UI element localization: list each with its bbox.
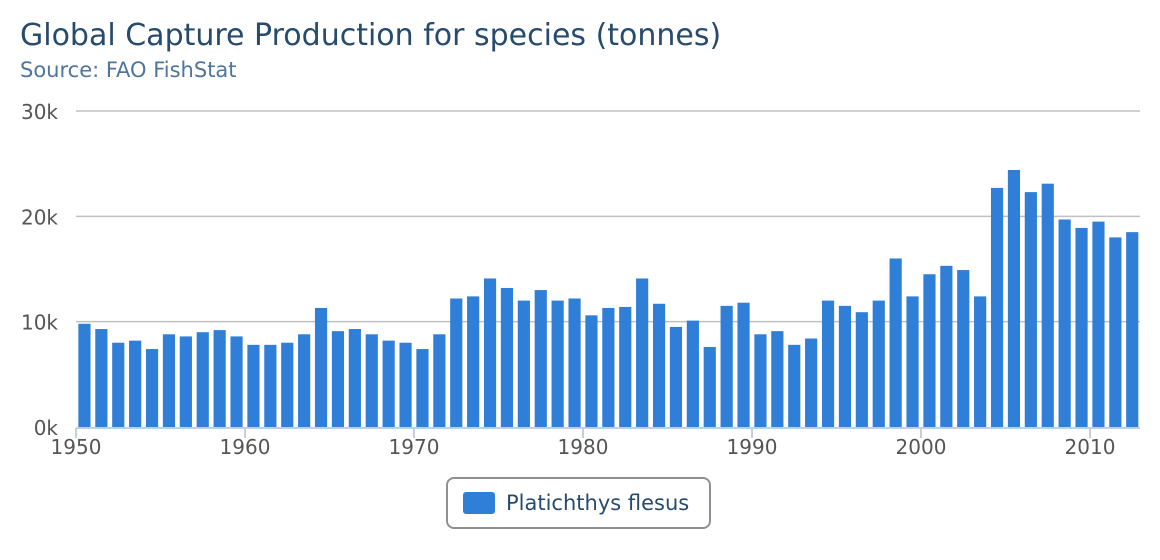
bar xyxy=(264,344,277,427)
y-tick-label: 30k xyxy=(21,100,58,124)
legend-swatch xyxy=(463,492,495,514)
bar xyxy=(652,303,666,427)
x-tick-label: 1970 xyxy=(389,435,440,459)
bar xyxy=(365,334,378,427)
bar xyxy=(1126,232,1139,427)
bar xyxy=(433,334,446,427)
bar xyxy=(940,265,953,427)
bar xyxy=(450,298,463,427)
bar xyxy=(213,330,226,427)
chart-title: Global Capture Production for species (t… xyxy=(20,18,722,53)
bar xyxy=(382,340,395,427)
x-tick-label: 1950 xyxy=(51,435,102,459)
bar-chart: 0k 10k 20k 30k 1950 1960 1970 1980 1990 2000 2010 xyxy=(21,100,1140,459)
bar xyxy=(399,342,412,427)
bar xyxy=(788,344,801,427)
chart-subtitle: Source: FAO FishStat xyxy=(20,58,237,82)
bar xyxy=(500,287,514,427)
x-tick-label: 2000 xyxy=(896,435,947,459)
bar xyxy=(129,340,142,427)
bar xyxy=(669,326,683,427)
bar xyxy=(805,338,818,427)
bar xyxy=(348,329,361,427)
bar xyxy=(821,300,835,427)
bar xyxy=(230,336,243,427)
y-tick-label: 20k xyxy=(21,205,58,229)
bar xyxy=(568,298,581,427)
bar xyxy=(855,312,868,427)
bar xyxy=(957,270,970,427)
x-tick-label: 1960 xyxy=(220,435,271,459)
bar xyxy=(585,315,598,427)
bar xyxy=(298,334,311,427)
bar xyxy=(517,300,530,427)
bar xyxy=(720,305,733,427)
bar xyxy=(906,296,919,427)
bar xyxy=(1058,219,1071,427)
bar xyxy=(686,320,699,427)
bar xyxy=(95,329,108,427)
bar xyxy=(754,334,767,427)
bar xyxy=(771,331,784,427)
x-tick-label: 1980 xyxy=(558,435,609,459)
bar xyxy=(872,300,885,427)
bar xyxy=(416,349,429,427)
bar xyxy=(483,278,497,427)
bar xyxy=(1075,227,1088,427)
bar xyxy=(179,336,192,427)
bar xyxy=(534,290,547,427)
bar xyxy=(162,334,176,427)
bar xyxy=(281,342,294,427)
bar xyxy=(703,346,716,427)
bar xyxy=(1041,183,1054,427)
bar xyxy=(78,323,91,427)
bar xyxy=(602,307,615,427)
bar xyxy=(636,278,649,427)
bar xyxy=(838,305,852,427)
bar xyxy=(1092,221,1105,427)
bar xyxy=(923,274,936,427)
bar xyxy=(889,258,902,427)
bar xyxy=(467,296,480,427)
bar xyxy=(619,306,632,427)
legend-label-platichthys-flesus: Platichthys flesus xyxy=(506,491,690,515)
bar xyxy=(247,344,260,427)
bar xyxy=(196,332,209,427)
bar xyxy=(145,349,159,427)
bar xyxy=(990,187,1004,427)
bar xyxy=(1109,237,1122,427)
legend[interactable]: Platichthys flesus xyxy=(446,477,711,529)
x-tick-label: 1990 xyxy=(727,435,778,459)
bar xyxy=(314,307,328,427)
bar xyxy=(1007,169,1021,427)
bar xyxy=(331,331,345,427)
x-tick-label: 2010 xyxy=(1065,435,1116,459)
bar xyxy=(974,296,987,427)
bar xyxy=(737,302,750,427)
bar xyxy=(112,342,125,427)
y-tick-label: 10k xyxy=(21,311,58,335)
bar xyxy=(1024,192,1037,427)
y-tick-label: 0k xyxy=(34,416,59,440)
bar xyxy=(551,300,564,427)
